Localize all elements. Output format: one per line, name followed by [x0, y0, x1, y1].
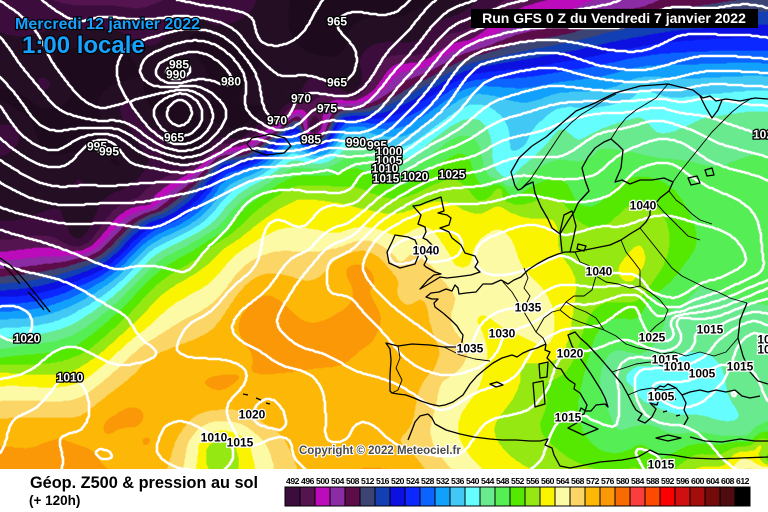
svg-text:496: 496 [301, 476, 315, 486]
svg-text:985: 985 [301, 133, 321, 147]
svg-text:1015: 1015 [697, 323, 724, 337]
svg-text:1030: 1030 [489, 327, 516, 341]
svg-text:970: 970 [291, 92, 311, 106]
svg-text:592: 592 [661, 476, 675, 486]
svg-text:1010: 1010 [664, 360, 691, 374]
svg-text:612: 612 [736, 476, 750, 486]
svg-text:1020: 1020 [14, 332, 41, 346]
svg-text:102: 102 [753, 128, 768, 142]
svg-text:10: 10 [757, 343, 768, 357]
svg-text:1005: 1005 [689, 367, 716, 381]
svg-text:1035: 1035 [457, 342, 484, 356]
svg-text:536: 536 [451, 476, 465, 486]
svg-text:1015: 1015 [555, 411, 582, 425]
svg-text:1000: 1000 [376, 145, 403, 159]
svg-text:1005: 1005 [376, 154, 403, 168]
svg-text:516: 516 [376, 476, 390, 486]
svg-text:572: 572 [586, 476, 600, 486]
svg-text:1035: 1035 [515, 301, 542, 315]
svg-text:965: 965 [164, 131, 184, 145]
svg-text:995: 995 [87, 140, 107, 154]
svg-text:584: 584 [631, 476, 645, 486]
svg-text:500: 500 [316, 476, 330, 486]
svg-text:1015: 1015 [652, 353, 679, 367]
svg-text:Géop. Z500 & pression au sol: Géop. Z500 & pression au sol [30, 474, 258, 492]
svg-text:980: 980 [221, 75, 241, 89]
svg-text:985: 985 [169, 58, 189, 72]
svg-text:528: 528 [421, 476, 435, 486]
svg-text:1025: 1025 [639, 331, 666, 345]
svg-text:995: 995 [367, 139, 387, 153]
svg-text:588: 588 [646, 476, 660, 486]
svg-text:965: 965 [327, 15, 347, 29]
svg-text:512: 512 [361, 476, 375, 486]
svg-text:600: 600 [691, 476, 705, 486]
svg-text:548: 548 [496, 476, 510, 486]
svg-text:564: 564 [556, 476, 570, 486]
svg-text:576: 576 [601, 476, 615, 486]
svg-text:604: 604 [706, 476, 720, 486]
svg-text:556: 556 [526, 476, 540, 486]
svg-text:540: 540 [466, 476, 480, 486]
svg-text:Run GFS 0 Z du Vendredi 7 janv: Run GFS 0 Z du Vendredi 7 janvier 2022 [482, 10, 746, 26]
svg-text:Mercredi 12 janvier 2022: Mercredi 12 janvier 2022 [15, 16, 200, 33]
svg-text:532: 532 [436, 476, 450, 486]
svg-text:1010: 1010 [57, 371, 84, 385]
svg-text:1040: 1040 [586, 265, 613, 279]
svg-text:970: 970 [267, 114, 287, 128]
svg-text:596: 596 [676, 476, 690, 486]
svg-text:544: 544 [481, 476, 495, 486]
svg-text:990: 990 [346, 136, 366, 150]
svg-text:1015: 1015 [648, 458, 675, 472]
svg-text:524: 524 [406, 476, 420, 486]
svg-text:608: 608 [721, 476, 735, 486]
svg-text:1020: 1020 [239, 408, 266, 422]
svg-text:1020: 1020 [557, 347, 584, 361]
svg-text:504: 504 [331, 476, 345, 486]
svg-text:552: 552 [511, 476, 525, 486]
svg-text:492: 492 [286, 476, 300, 486]
svg-text:1040: 1040 [630, 199, 657, 213]
svg-text:1015: 1015 [727, 360, 754, 374]
svg-text:Copyright © 2022 Meteociel.fr: Copyright © 2022 Meteociel.fr [299, 445, 461, 457]
svg-text:568: 568 [571, 476, 585, 486]
svg-text:1025: 1025 [439, 168, 466, 182]
svg-text:(+ 120h): (+ 120h) [29, 493, 80, 508]
svg-text:1015: 1015 [373, 172, 400, 186]
svg-text:1020: 1020 [402, 170, 429, 184]
svg-text:508: 508 [346, 476, 360, 486]
svg-text:1040: 1040 [413, 244, 440, 258]
svg-text:1015: 1015 [227, 436, 254, 450]
svg-text:1010: 1010 [201, 431, 228, 445]
svg-text:520: 520 [391, 476, 405, 486]
svg-text:1005: 1005 [648, 390, 675, 404]
svg-text:10: 10 [757, 333, 768, 347]
svg-text:1:00 locale: 1:00 locale [22, 32, 145, 59]
svg-text:580: 580 [616, 476, 630, 486]
svg-text:990: 990 [166, 68, 186, 82]
svg-text:975: 975 [317, 102, 337, 116]
svg-text:965: 965 [327, 76, 347, 90]
svg-text:995: 995 [99, 145, 119, 159]
svg-text:1010: 1010 [372, 162, 399, 176]
svg-text:560: 560 [541, 476, 555, 486]
